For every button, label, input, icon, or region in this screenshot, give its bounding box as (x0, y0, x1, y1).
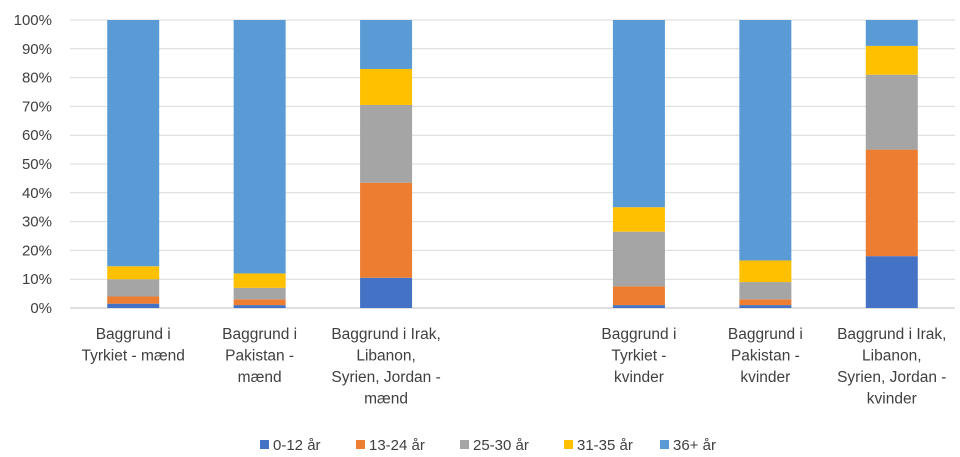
legend-swatch (564, 440, 573, 449)
bar-segment (739, 299, 792, 306)
legend-label: 36+ år (673, 437, 716, 454)
x-category-label: Baggrund i Irak, Libanon, Syrien, Jordan -… (837, 326, 946, 408)
gridlines (70, 19, 955, 309)
legend-swatch (260, 440, 269, 449)
bar-segment (107, 303, 160, 308)
bar-segment (739, 305, 792, 308)
y-tick-label: 80% (22, 70, 52, 87)
bar-segment (233, 273, 286, 288)
bar-segment (612, 305, 665, 308)
x-category-label: Baggrund i Pakistan -mænd (222, 326, 297, 386)
x-category-label: Baggrund i Tyrkiet -kvinder (601, 326, 676, 386)
y-tick-label: 60% (22, 127, 52, 144)
bar-segment (360, 20, 413, 69)
legend-label: 13-24 år (369, 437, 425, 454)
bar-segment (865, 74, 918, 150)
bar-segment (612, 207, 665, 232)
bar-segment (360, 277, 413, 308)
bar-segment (233, 299, 286, 306)
bar-segment (107, 20, 160, 267)
bar-segment (612, 286, 665, 306)
legend-label: 31-35 år (577, 437, 633, 454)
x-category-label: Baggrund i Pakistan -kvinder (728, 326, 803, 386)
legend: 0-12 år 13-24 år 25-30 år 31-35 år 36+ år (260, 437, 716, 454)
y-tick-label: 90% (22, 41, 52, 58)
bar-segment (107, 266, 160, 280)
bar-segment (107, 296, 160, 304)
bar-segment (360, 182, 413, 278)
bar-segment (739, 260, 792, 283)
y-tick-label: 70% (22, 98, 52, 115)
bar-segment (107, 279, 160, 297)
bar-segment (739, 282, 792, 300)
legend-label: 0-12 år (273, 437, 321, 454)
bar-segment (233, 20, 286, 274)
bar-segment (739, 20, 792, 261)
legend-swatch (660, 440, 669, 449)
bar-segment (865, 149, 918, 257)
bar-segment (865, 256, 918, 308)
y-tick-label: 10% (22, 271, 52, 288)
bar-segment (233, 287, 286, 300)
bar-segment (612, 20, 665, 208)
bar-segment (360, 68, 413, 105)
bars (107, 20, 918, 308)
y-tick-label: 20% (22, 242, 52, 259)
y-axis: 0% 10% 20% 30% 40% 50% 60% 70% 80% 90% 100% (14, 12, 52, 317)
x-category-label: Baggrund i Tyrkiet - mænd (82, 326, 185, 365)
y-tick-label: 50% (22, 156, 52, 173)
legend-label: 25-30 år (473, 437, 529, 454)
bar-segment (865, 20, 918, 46)
x-axis: Baggrund i Tyrkiet - mænd Baggrund i Pakist… (82, 326, 947, 408)
legend-swatch (460, 440, 469, 449)
y-tick-label: 40% (22, 185, 52, 202)
y-tick-label: 30% (22, 214, 52, 231)
y-tick-label: 100% (14, 12, 52, 29)
legend-swatch (356, 440, 365, 449)
bar-segment (360, 104, 413, 183)
y-tick-label: 0% (30, 300, 52, 317)
bar-segment (233, 305, 286, 308)
bar-segment (865, 45, 918, 75)
x-category-label: Baggrund i Irak, Libanon, Syrien, Jordan -… (331, 326, 440, 408)
bar-segment (612, 231, 665, 287)
